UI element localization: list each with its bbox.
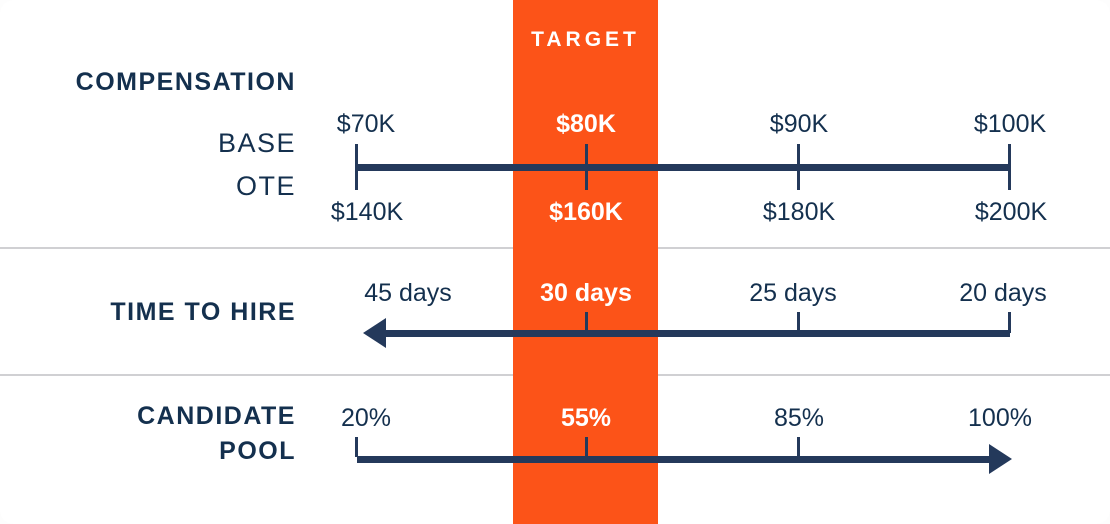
axis-tick: [585, 437, 588, 457]
pool-tick-label: 20%: [340, 404, 392, 432]
axis-tick: [1008, 144, 1011, 190]
time-to-hire-title: TIME TO HIRE: [110, 298, 296, 326]
axis-tick: [797, 437, 800, 457]
candidate-pool-axis-line: [357, 456, 989, 463]
pool-target-label: 55%: [560, 404, 612, 432]
base-tick-label: $70K: [336, 110, 396, 138]
base-series-label: BASE: [217, 128, 296, 158]
candidate-pool-title-line2: POOL: [219, 437, 296, 465]
ote-target-label: $160K: [549, 198, 623, 226]
axis-tick: [585, 312, 588, 333]
axis-tick: [797, 144, 800, 190]
compensation-title: COMPENSATION: [75, 68, 296, 96]
candidate-pool-title-line1: CANDIDATE: [137, 402, 296, 430]
target-column-highlight: [513, 0, 658, 524]
left-arrowhead-icon: [363, 318, 386, 348]
axis-tick: [585, 144, 588, 190]
axis-tick: [355, 144, 358, 190]
axis-tick: [355, 437, 358, 457]
time-to-hire-axis-line: [383, 330, 1010, 337]
right-arrowhead-icon: [989, 444, 1012, 474]
base-target-label: $80K: [556, 110, 616, 138]
pool-tick-label: 100%: [968, 404, 1032, 432]
axis-tick: [1008, 312, 1011, 333]
ote-tick-label: $180K: [762, 198, 836, 226]
time-tick-label: 25 days: [749, 279, 837, 307]
compensation-axis-line: [357, 164, 1011, 171]
ote-tick-label: $200K: [974, 198, 1048, 226]
target-column-header: TARGET: [531, 28, 640, 51]
base-tick-label: $90K: [769, 110, 829, 138]
time-tick-label: 45 days: [364, 279, 452, 307]
pool-tick-label: 85%: [773, 404, 825, 432]
time-tick-label: 20 days: [959, 279, 1047, 307]
axis-tick: [797, 312, 800, 333]
time-target-label: 30 days: [540, 279, 632, 307]
base-tick-label: $100K: [973, 110, 1047, 138]
ote-series-label: OTE: [235, 171, 296, 201]
ote-tick-label: $140K: [330, 198, 404, 226]
